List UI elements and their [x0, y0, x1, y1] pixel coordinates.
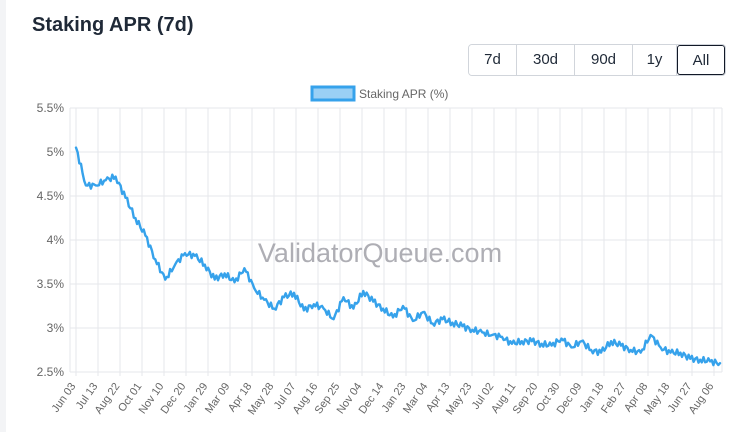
watermark: ValidatorQueue.com [258, 238, 502, 268]
range-button-90d[interactable]: 90d [575, 45, 633, 75]
range-button-all[interactable]: All [677, 45, 725, 75]
y-tick-label: 3.5% [37, 277, 65, 291]
range-button-30d[interactable]: 30d [517, 45, 575, 75]
legend-swatch[interactable] [310, 85, 356, 102]
range-button-1y[interactable]: 1y [633, 45, 677, 75]
chart-title: Staking APR (7d) [32, 14, 194, 36]
legend[interactable]: Staking APR (%) [310, 85, 448, 102]
grid-lines [69, 107, 723, 376]
y-tick-label: 5.5% [37, 101, 65, 115]
left-edge [0, 0, 6, 432]
time-range-selector: 7d 30d 90d 1y All [468, 44, 726, 76]
range-button-7d[interactable]: 7d [469, 45, 517, 75]
series-layer [74, 146, 722, 367]
y-tick-label: 4.5% [37, 189, 65, 203]
x-tick-label: Jun 03 [50, 381, 79, 415]
y-tick-label: 2.5% [37, 365, 65, 379]
y-tick-label: 5% [47, 145, 65, 159]
series-line-staking-apr [74, 146, 722, 367]
y-tick-label: 4% [47, 233, 65, 247]
legend-label[interactable]: Staking APR (%) [359, 87, 448, 101]
y-axis: 2.5% 3% 3.5% 4% 4.5% 5% 5.5% [37, 101, 65, 379]
y-tick-label: 3% [47, 321, 65, 335]
